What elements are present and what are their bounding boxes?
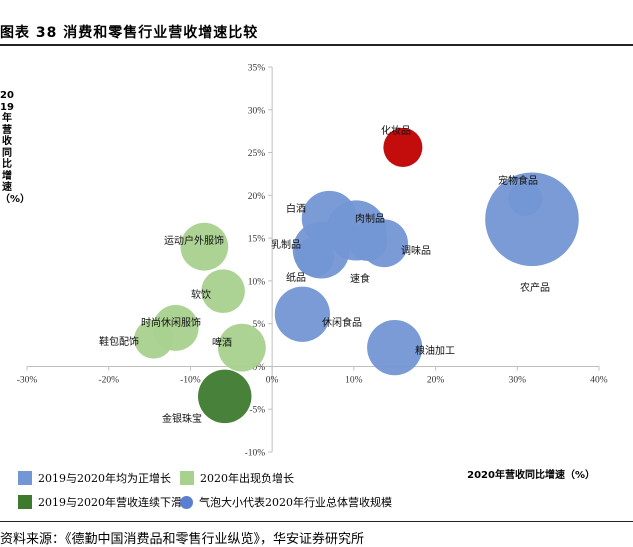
title-rule [0,44,633,46]
bubble [198,369,252,424]
bubble-label: 纸品 [286,271,306,284]
x-tick-label: 0% [266,375,279,385]
bubble-label: 乳制品 [271,238,301,251]
axes: -30% -20% -10% 0% 10% 20% 30% 40% -10% -5% 0% 5% 10%… [17,64,608,459]
bubble-label: 肉制品 [355,212,385,225]
x-tick-label: 30% [509,375,527,385]
legend-item-size: 气泡大小代表2020年行业总体营收规模 [180,494,392,510]
legend-label-decline: 2019与2020年营收连续下滑 [38,496,182,509]
x-tick-label: -20% [98,375,119,385]
y-tick-label: 20% [248,192,266,202]
bubble-label: 鞋包配饰 [99,335,139,348]
x-tick-label: -10% [180,375,201,385]
legend-item-recovery: 2020年出现负增长 [180,470,294,486]
bubble-label: 粮油加工 [415,344,455,357]
y-tick-label: 5% [252,320,265,330]
x-tick-label: 20% [427,375,445,385]
legend-bubble-size-icon [180,495,193,509]
y-tick-label: 35% [248,64,266,74]
y-tick-label: 0% [252,363,265,373]
bubble [201,269,245,313]
legend-swatch-recovery [180,471,194,485]
legend-label-recovery: 2020年出现负增长 [200,472,294,485]
chart-title: 图表 38 消费和零售行业营收增速比较 [0,25,259,41]
x-axis-title: 2020年营收同比增速（%） [467,470,595,481]
bubble [348,222,388,262]
bubble-label: 农产品 [520,281,550,294]
x-tick-label: 10% [345,375,363,385]
legend-item-decline: 2019与2020年营收连续下滑 [18,494,182,510]
legend-label-positive: 2019与2020年均为正增长 [38,472,171,485]
bubble [134,319,174,359]
bubble [301,190,357,247]
legend-item-positive: 2019与2020年均为正增长 [18,470,171,486]
bubble [367,320,423,376]
bubble [295,237,335,277]
bubble-label: 宠物食品 [498,174,538,187]
bubbles [134,127,579,424]
bubble-label: 金银珠宝 [162,412,202,425]
bubble [383,127,423,167]
bubble-label: 速食 [350,272,370,285]
y-tick-label: 25% [248,149,266,159]
bubble-label: 化妆品 [381,124,411,137]
y-tick-label: -10% [245,449,266,459]
bubble-label: 调味品 [401,245,431,257]
source-note: 资料来源：《德勤中国消费品和零售行业纵览》，华安证券研究所 [0,532,365,547]
legend-swatch-decline [18,495,32,509]
bubble-label: 时尚休闲服饰 [141,316,201,329]
y-tick-label: 30% [248,106,266,116]
bubble [485,172,579,267]
legend-label-size: 气泡大小代表2020年行业总体营收规模 [199,496,392,509]
bubble [218,323,266,372]
x-tick-label: -30% [17,375,38,385]
bubble-label: 运动户外服饰 [164,234,224,247]
bubble-label: 啤酒 [212,337,232,349]
footer-rule [0,521,633,522]
y-tick-label: 15% [248,235,266,245]
bubble [274,286,330,342]
y-tick-label: -5% [249,406,265,416]
legend-swatch-positive [18,471,32,485]
bubble-label: 休闲食品 [322,316,362,329]
y-tick-label: 10% [248,277,266,287]
bubble-label: 白酒 [286,202,306,215]
bubble-label: 软饮 [191,288,211,301]
x-tick-label: 40% [590,375,608,385]
bubble [180,222,229,271]
bubble [508,181,543,216]
